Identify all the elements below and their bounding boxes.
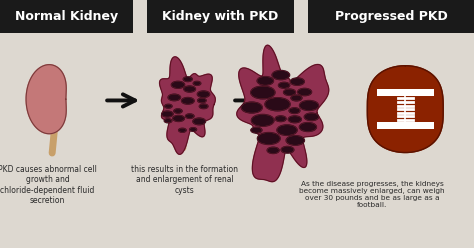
Polygon shape bbox=[160, 57, 215, 154]
Circle shape bbox=[241, 102, 262, 113]
Circle shape bbox=[257, 133, 280, 144]
Circle shape bbox=[275, 116, 286, 122]
Text: Normal Kidney: Normal Kidney bbox=[15, 10, 118, 23]
Circle shape bbox=[257, 77, 273, 85]
Circle shape bbox=[251, 115, 274, 126]
Circle shape bbox=[289, 108, 300, 114]
Circle shape bbox=[179, 128, 186, 132]
Circle shape bbox=[281, 147, 294, 153]
Circle shape bbox=[193, 118, 206, 125]
Circle shape bbox=[265, 98, 290, 111]
Circle shape bbox=[304, 113, 319, 121]
Circle shape bbox=[286, 136, 304, 145]
Polygon shape bbox=[26, 65, 66, 134]
Circle shape bbox=[164, 119, 172, 123]
Circle shape bbox=[173, 115, 184, 122]
Circle shape bbox=[168, 94, 181, 101]
Circle shape bbox=[251, 86, 275, 99]
FancyBboxPatch shape bbox=[376, 122, 434, 129]
Circle shape bbox=[300, 100, 319, 110]
Circle shape bbox=[190, 128, 197, 131]
Circle shape bbox=[200, 104, 208, 109]
Text: Progressed PKD: Progressed PKD bbox=[335, 10, 447, 23]
Text: PKD causes abnormal cell
growth and
chloride-dependent fluid
secretion: PKD causes abnormal cell growth and chlo… bbox=[0, 165, 97, 205]
Text: Kidney with PKD: Kidney with PKD bbox=[162, 10, 279, 23]
Polygon shape bbox=[367, 66, 443, 153]
Circle shape bbox=[267, 147, 279, 154]
Circle shape bbox=[251, 127, 262, 133]
Circle shape bbox=[172, 81, 184, 88]
FancyBboxPatch shape bbox=[308, 0, 474, 33]
Circle shape bbox=[185, 114, 194, 118]
Circle shape bbox=[283, 89, 296, 95]
Circle shape bbox=[197, 91, 210, 97]
Polygon shape bbox=[237, 45, 329, 182]
Circle shape bbox=[183, 77, 192, 82]
Circle shape bbox=[300, 123, 317, 131]
Circle shape bbox=[291, 95, 302, 101]
Circle shape bbox=[272, 70, 290, 80]
FancyBboxPatch shape bbox=[0, 0, 133, 33]
Circle shape bbox=[279, 82, 290, 88]
Circle shape bbox=[165, 104, 172, 108]
FancyBboxPatch shape bbox=[147, 0, 294, 33]
Circle shape bbox=[184, 86, 195, 92]
Circle shape bbox=[174, 109, 182, 113]
FancyBboxPatch shape bbox=[376, 89, 434, 96]
Circle shape bbox=[290, 78, 304, 85]
Circle shape bbox=[198, 98, 206, 103]
Text: As the disease progresses, the kidneys
become massively enlarged, can weigh
over: As the disease progresses, the kidneys b… bbox=[299, 181, 445, 208]
Circle shape bbox=[277, 125, 297, 135]
Text: this results in the formation
and enlargement of renal
cysts: this results in the formation and enlarg… bbox=[131, 165, 238, 195]
Circle shape bbox=[182, 97, 194, 104]
Circle shape bbox=[298, 88, 311, 96]
Circle shape bbox=[288, 116, 301, 123]
Circle shape bbox=[162, 111, 173, 117]
Circle shape bbox=[193, 81, 201, 85]
